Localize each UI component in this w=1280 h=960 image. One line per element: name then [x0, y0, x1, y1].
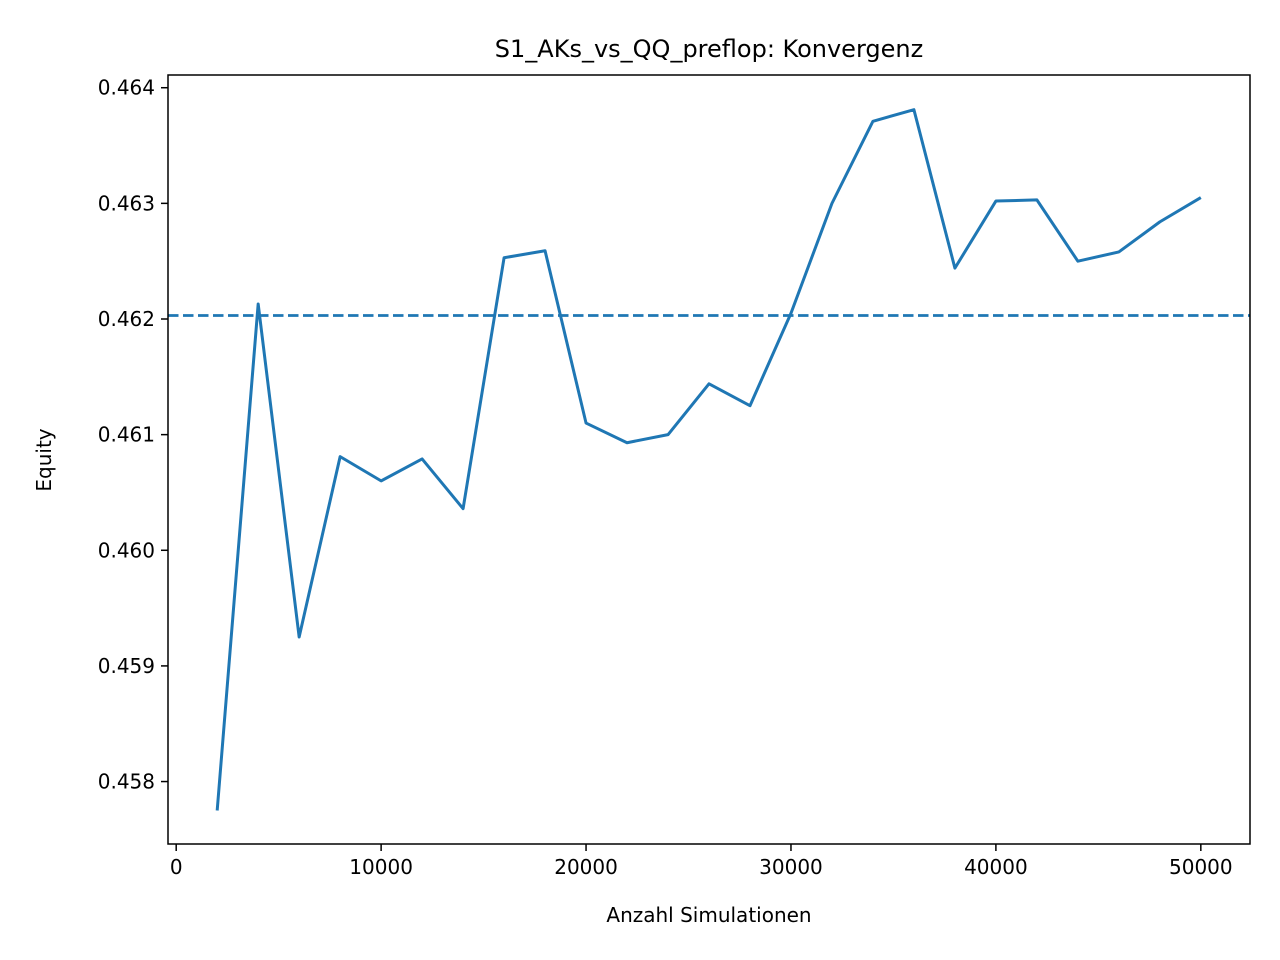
x-tick-label: 0	[170, 855, 183, 879]
x-tick-label: 40000	[964, 855, 1028, 879]
y-axis-label: Equity	[32, 428, 56, 491]
y-tick-label: 0.464	[98, 76, 155, 100]
x-tick-label: 50000	[1169, 855, 1233, 879]
x-tick-label: 30000	[759, 855, 823, 879]
y-tick-label: 0.460	[98, 538, 155, 562]
x-tick-label: 20000	[554, 855, 618, 879]
y-tick-label: 0.463	[98, 191, 155, 215]
x-axis: 0 10000 20000 30000 40000 50000	[170, 844, 1233, 879]
chart-title: S1_AKs_vs_QQ_preflop: Konvergenz	[495, 35, 923, 63]
y-tick-label: 0.461	[98, 423, 155, 447]
x-tick-label: 10000	[349, 855, 413, 879]
y-axis: 0.458 0.459 0.460 0.461 0.462 0.463 0.464	[98, 76, 168, 794]
y-tick-label: 0.462	[98, 307, 155, 331]
plot-frame	[167, 74, 1251, 845]
y-tick-label: 0.459	[98, 654, 155, 678]
y-tick-label: 0.458	[98, 770, 155, 794]
x-axis-label: Anzahl Simulationen	[606, 903, 811, 927]
series-layer	[215, 108, 1202, 811]
